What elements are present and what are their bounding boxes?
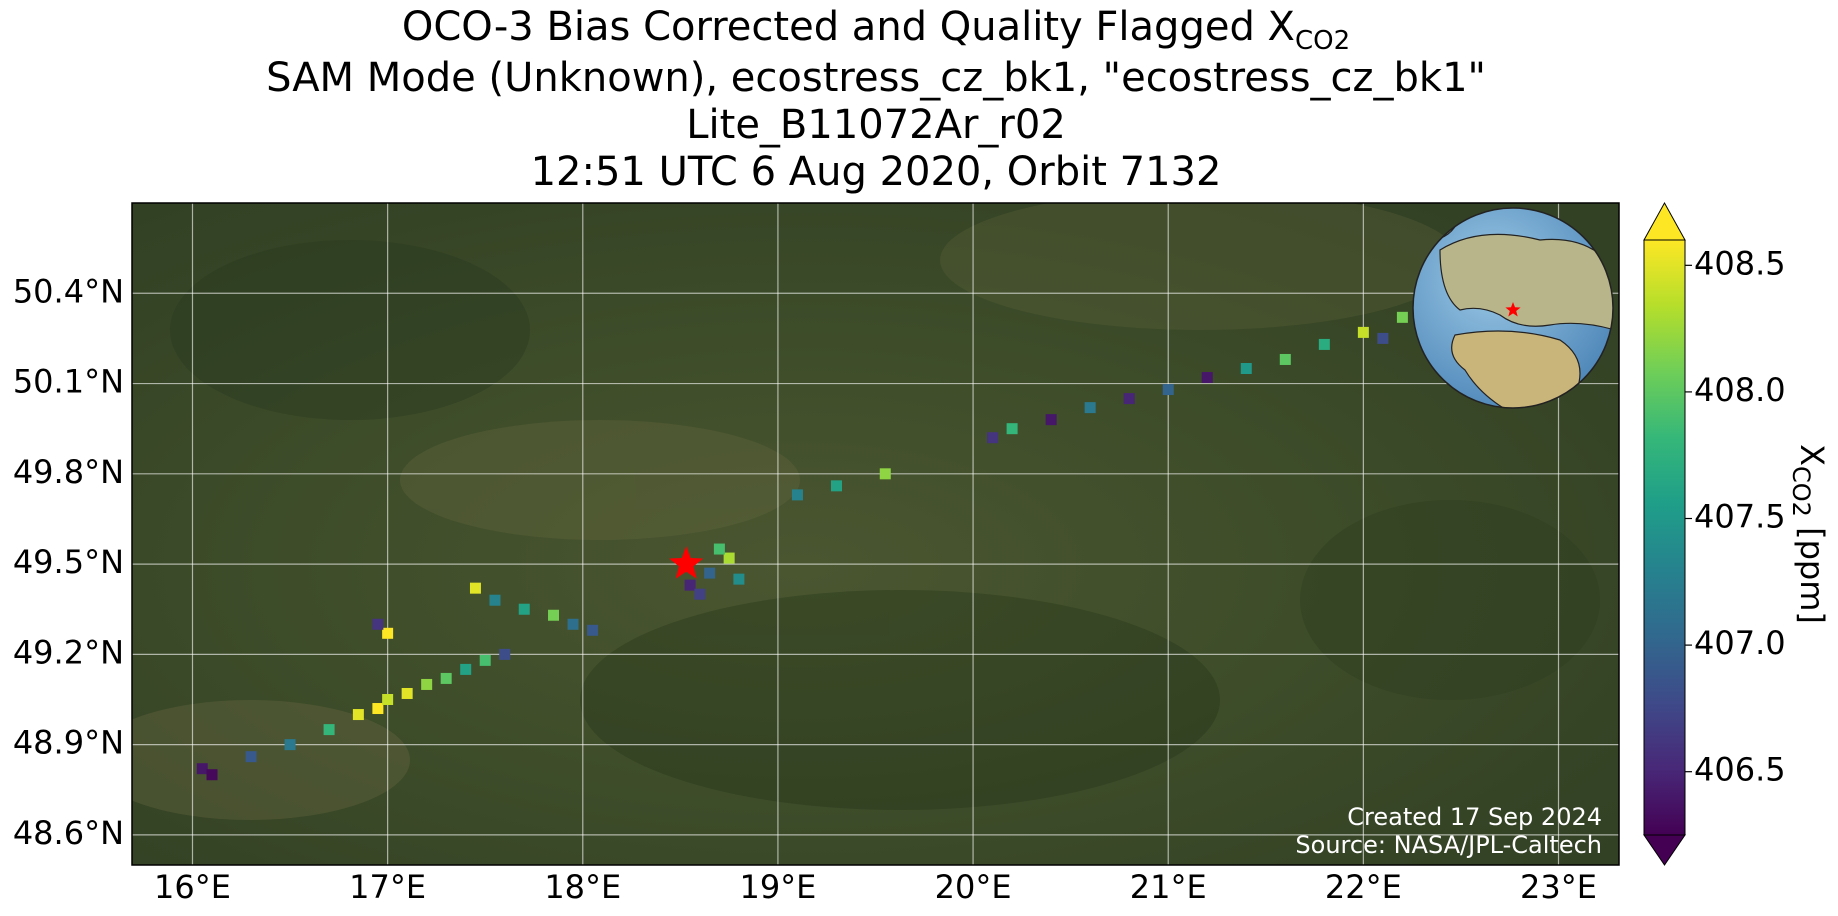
sounding bbox=[567, 618, 579, 630]
title-subscript: CO2 bbox=[1295, 26, 1350, 56]
sounding bbox=[1201, 372, 1213, 384]
sounding bbox=[1357, 326, 1369, 338]
sounding bbox=[401, 687, 413, 699]
sounding bbox=[879, 468, 891, 480]
colorbar-extend bbox=[1643, 201, 1686, 241]
sounding bbox=[284, 739, 296, 751]
colorbar-tick-label: 406.5 bbox=[1694, 751, 1786, 789]
colorbar bbox=[1643, 201, 1692, 866]
sounding bbox=[704, 567, 716, 579]
colorbar-gradient bbox=[1644, 240, 1685, 835]
sounding bbox=[548, 609, 560, 621]
terrain-texture bbox=[132, 203, 1600, 820]
sounding bbox=[733, 573, 745, 585]
sounding bbox=[723, 552, 735, 564]
sounding bbox=[987, 432, 999, 444]
sounding bbox=[489, 594, 501, 606]
terrain bbox=[132, 203, 1619, 865]
globe-target-star bbox=[1505, 302, 1521, 317]
y-tick-label: 48.6°N bbox=[13, 814, 124, 852]
colorbar-tick-label: 407.0 bbox=[1694, 624, 1786, 662]
y-tick-label: 49.2°N bbox=[13, 633, 124, 671]
sounding bbox=[460, 663, 472, 675]
sounding bbox=[382, 694, 394, 705]
x-tick-label: 23°E bbox=[1520, 868, 1597, 906]
sounding bbox=[684, 579, 696, 591]
sounding bbox=[372, 703, 384, 715]
colorbar-label-main: X bbox=[1793, 444, 1831, 466]
sounding bbox=[421, 678, 433, 690]
y-tick-label: 48.9°N bbox=[13, 724, 124, 762]
sounding bbox=[1006, 423, 1018, 435]
globe-land bbox=[1419, 210, 1613, 408]
x-tick-label: 17°E bbox=[349, 868, 426, 906]
sounding bbox=[587, 624, 599, 636]
x-tick-label: 21°E bbox=[1130, 868, 1207, 906]
sounding bbox=[1123, 393, 1135, 405]
y-tick-label: 50.4°N bbox=[13, 272, 124, 310]
y-tick-label: 50.1°N bbox=[13, 363, 124, 401]
sounding bbox=[1240, 363, 1252, 374]
sounding bbox=[1279, 353, 1291, 365]
sounding bbox=[499, 648, 511, 660]
sounding bbox=[469, 582, 481, 594]
sounding bbox=[206, 769, 218, 781]
sounding bbox=[1045, 414, 1057, 426]
sounding bbox=[791, 489, 803, 501]
title-main: OCO-3 Bias Corrected and Quality Flagged… bbox=[402, 4, 1295, 50]
sounding bbox=[1162, 384, 1174, 396]
colorbar-tick-label: 408.0 bbox=[1694, 371, 1786, 409]
annotation: Source: NASA/JPL-Caltech bbox=[1295, 831, 1602, 859]
colorbar-label: XCO2 [ppm] bbox=[1787, 444, 1831, 624]
chart-subtitle: Lite_B11072Ar_r02 bbox=[686, 102, 1066, 148]
annotation: Created 17 Sep 2024 bbox=[1347, 803, 1602, 831]
chart-title: OCO-3 Bias Corrected and Quality Flagged… bbox=[402, 4, 1350, 56]
x-tick-label: 16°E bbox=[154, 868, 231, 906]
sounding bbox=[830, 480, 842, 492]
sounding bbox=[440, 672, 452, 684]
sounding bbox=[323, 724, 335, 736]
sounding bbox=[382, 627, 394, 639]
sounding bbox=[1318, 338, 1330, 350]
chart-subtitle: SAM Mode (Unknown), ecostress_cz_bk1, "e… bbox=[266, 55, 1486, 101]
sounding bbox=[1396, 311, 1408, 323]
colorbar-extend bbox=[1643, 834, 1686, 866]
x-tick-label: 22°E bbox=[1325, 868, 1402, 906]
sounding bbox=[372, 618, 384, 630]
y-tick-label: 49.8°N bbox=[13, 453, 124, 491]
colorbar-label-subscript: CO2 bbox=[1787, 466, 1815, 517]
target-star bbox=[669, 546, 704, 579]
sounding bbox=[479, 654, 491, 666]
colorbar-label-unit: [ppm] bbox=[1793, 517, 1831, 624]
sounding bbox=[1377, 332, 1389, 344]
sounding bbox=[245, 751, 257, 763]
sounding bbox=[352, 709, 364, 721]
sounding bbox=[518, 603, 530, 615]
plot-frame bbox=[131, 202, 1620, 866]
x-tick-label: 19°E bbox=[739, 868, 816, 906]
colorbar-tick-label: 408.5 bbox=[1694, 244, 1786, 282]
map-background bbox=[132, 203, 1619, 865]
colorbar-tick-label: 407.5 bbox=[1694, 498, 1786, 536]
x-tick-label: 20°E bbox=[935, 868, 1012, 906]
sounding bbox=[694, 588, 706, 600]
chart-subtitle: 12:51 UTC 6 Aug 2020, Orbit 7132 bbox=[531, 149, 1222, 195]
sounding bbox=[196, 763, 208, 775]
sounding bbox=[713, 543, 725, 555]
sounding bbox=[1084, 402, 1096, 414]
x-tick-label: 18°E bbox=[544, 868, 621, 906]
y-tick-label: 49.5°N bbox=[13, 543, 124, 581]
